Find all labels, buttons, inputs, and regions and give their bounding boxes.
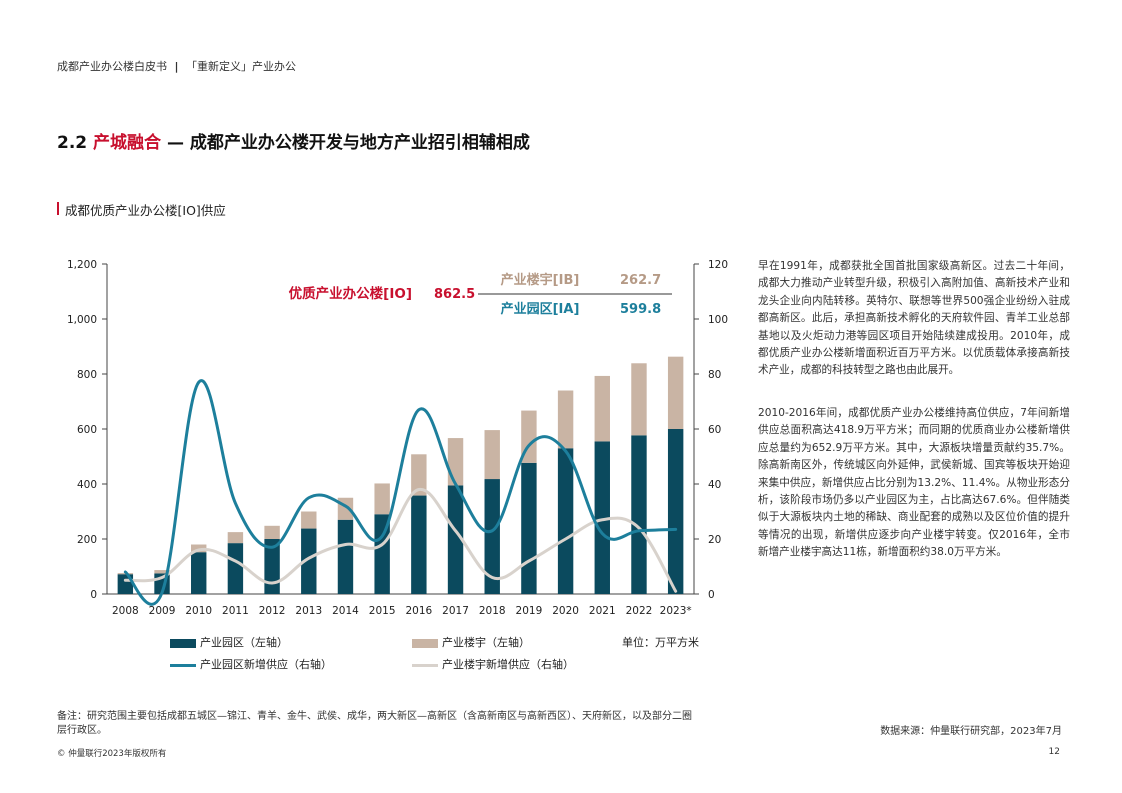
- left-tick-label: 400: [77, 479, 97, 491]
- callout-ia-value: 599.8: [620, 302, 661, 317]
- x-tick-label: 2012: [259, 605, 286, 617]
- bar-ib: [411, 454, 427, 496]
- header-separator: |: [174, 60, 179, 73]
- x-tick-label: 2015: [369, 605, 396, 617]
- x-tick-label: 2016: [405, 605, 432, 617]
- bar-ia: [447, 485, 464, 594]
- bar-ib: [447, 438, 464, 486]
- chart-lines: [123, 379, 678, 606]
- line-ia-new-supply: [123, 379, 678, 606]
- legend-ia-line: 产业园区新增供应（右轴）: [170, 656, 332, 672]
- section-rest: — 成都产业办公楼开发与地方产业招引相辅相成: [161, 133, 530, 153]
- section-number: 2.2: [57, 133, 88, 153]
- x-tick-label: 2020: [552, 605, 579, 617]
- legend-swatch-ib-bar: [412, 638, 438, 648]
- page-number: 12: [1048, 747, 1060, 757]
- bar-ia: [667, 429, 684, 594]
- chart-bars: [117, 356, 684, 594]
- legend-ia-bar: 产业园区（左轴）: [170, 634, 288, 650]
- supply-chart: 0 200 400 600 800 1,000 1,200 0 20 40 60 80 100 120 20…: [67, 259, 728, 617]
- right-tick-label: 120: [708, 259, 728, 271]
- x-tick-label: 2008: [112, 605, 139, 617]
- bar-ib: [227, 532, 244, 544]
- x-tick-label: 2023*: [660, 605, 692, 617]
- bar-ia: [557, 448, 574, 594]
- right-tick-label: 80: [708, 369, 721, 381]
- bar-ia: [191, 552, 207, 594]
- legend-ib-line: 产业楼宇新增供应（右轴）: [412, 656, 574, 672]
- chart-title: 成都优质产业办公楼[IO]供应: [57, 200, 226, 219]
- x-tick-label: 2011: [222, 605, 249, 617]
- bar-ia: [521, 462, 537, 594]
- bar-ib: [374, 483, 390, 515]
- bar-ia: [411, 495, 427, 594]
- left-tick-label: 1,200: [67, 259, 97, 271]
- chart-callout: 优质产业办公楼[IO] 862.5 产业楼宇[IB] 262.7 产业园区[IA…: [289, 272, 672, 317]
- legend-label-ib-line: 产业楼宇新增供应（右轴）: [442, 658, 574, 671]
- section-highlight: 产城融合: [93, 133, 162, 153]
- bar-ib: [594, 375, 610, 442]
- bar-ia: [374, 514, 390, 594]
- callout-ib-value: 262.7: [620, 273, 661, 288]
- document-header: 成都产业办公楼白皮书 | 「重新定义」产业办公: [57, 58, 296, 74]
- legend-label-ib-bar: 产业楼宇（左轴）: [442, 636, 530, 649]
- bar-ia: [337, 519, 354, 594]
- bar-ib: [631, 363, 647, 436]
- callout-ia-label: 产业园区[IA]: [501, 301, 580, 317]
- legend-ib-bar: 产业楼宇（左轴）: [412, 634, 530, 650]
- legend-label-ia-bar: 产业园区（左轴）: [200, 636, 288, 649]
- callout-io-label: 优质产业办公楼[IO]: [289, 285, 412, 302]
- data-source: 数据来源：仲量联行研究部，2023年7月: [880, 726, 1062, 737]
- body-paragraph-2: 2010-2016年间，成都优质产业办公楼维持高位供应，7年间新增供应总面积高达…: [758, 407, 1070, 559]
- copyright: © 仲量联行2023年版权所有: [57, 749, 167, 759]
- x-tick-label: 2009: [149, 605, 176, 617]
- right-tick-label: 100: [708, 314, 728, 326]
- bar-ib: [484, 430, 500, 480]
- left-tick-label: 600: [77, 424, 97, 436]
- left-tick-label: 1,000: [67, 314, 97, 326]
- bar-ia: [301, 528, 317, 594]
- unit-label: 单位：万平方米: [622, 636, 699, 649]
- doc-subtitle: 「重新定义」产业办公: [186, 60, 297, 73]
- right-tick-label: 60: [708, 424, 721, 436]
- callout-io-value: 862.5: [434, 287, 475, 302]
- left-tick-label: 0: [90, 589, 97, 601]
- left-tick-label: 800: [77, 369, 97, 381]
- doc-title: 成都产业办公楼白皮书: [57, 60, 167, 73]
- right-tick-label: 20: [708, 534, 721, 546]
- x-tick-label: 2017: [442, 605, 469, 617]
- bar-ib: [557, 390, 574, 449]
- bar-ia: [264, 539, 280, 594]
- bar-ia: [594, 441, 610, 594]
- legend-swatch-ia-line: [170, 663, 196, 667]
- bar-ia: [631, 435, 647, 594]
- line-ib-new-supply: [123, 487, 678, 593]
- bar-ib: [191, 544, 207, 553]
- bar-ib: [264, 525, 280, 539]
- x-tick-label: 2018: [479, 605, 506, 617]
- footnote: 备注：研究范围主要包括成都五城区—锦江、青羊、金牛、武侯、成华，两大新区—高新区…: [57, 711, 692, 736]
- bar-ib: [301, 511, 317, 529]
- right-tick-label: 0: [708, 589, 715, 601]
- x-tick-label: 2022: [626, 605, 653, 617]
- legend-swatch-ib-line: [412, 663, 438, 667]
- section-title: 2.2 产城融合 — 成都产业办公楼开发与地方产业招引相辅相成: [57, 128, 530, 153]
- legend-label-ia-line: 产业园区新增供应（右轴）: [200, 658, 332, 671]
- bar-ib: [154, 570, 170, 574]
- right-tick-label: 40: [708, 479, 721, 491]
- x-tick-label: 2010: [185, 605, 212, 617]
- callout-ib-label: 产业楼宇[IB]: [501, 272, 580, 288]
- x-tick-label: 2021: [589, 605, 616, 617]
- bar-ib: [667, 356, 684, 429]
- body-paragraph-1: 早在1991年，成都获批全国首批国家级高新区。过去二十年间，成都大力推动产业转型…: [758, 260, 1070, 377]
- x-tick-label: 2014: [332, 605, 359, 617]
- x-tick-label: 2019: [516, 605, 543, 617]
- x-tick-label: 2013: [295, 605, 322, 617]
- bar-ia: [484, 479, 500, 594]
- bar-ia: [227, 543, 244, 594]
- left-tick-label: 200: [77, 534, 97, 546]
- legend-swatch-ia-bar: [170, 638, 196, 648]
